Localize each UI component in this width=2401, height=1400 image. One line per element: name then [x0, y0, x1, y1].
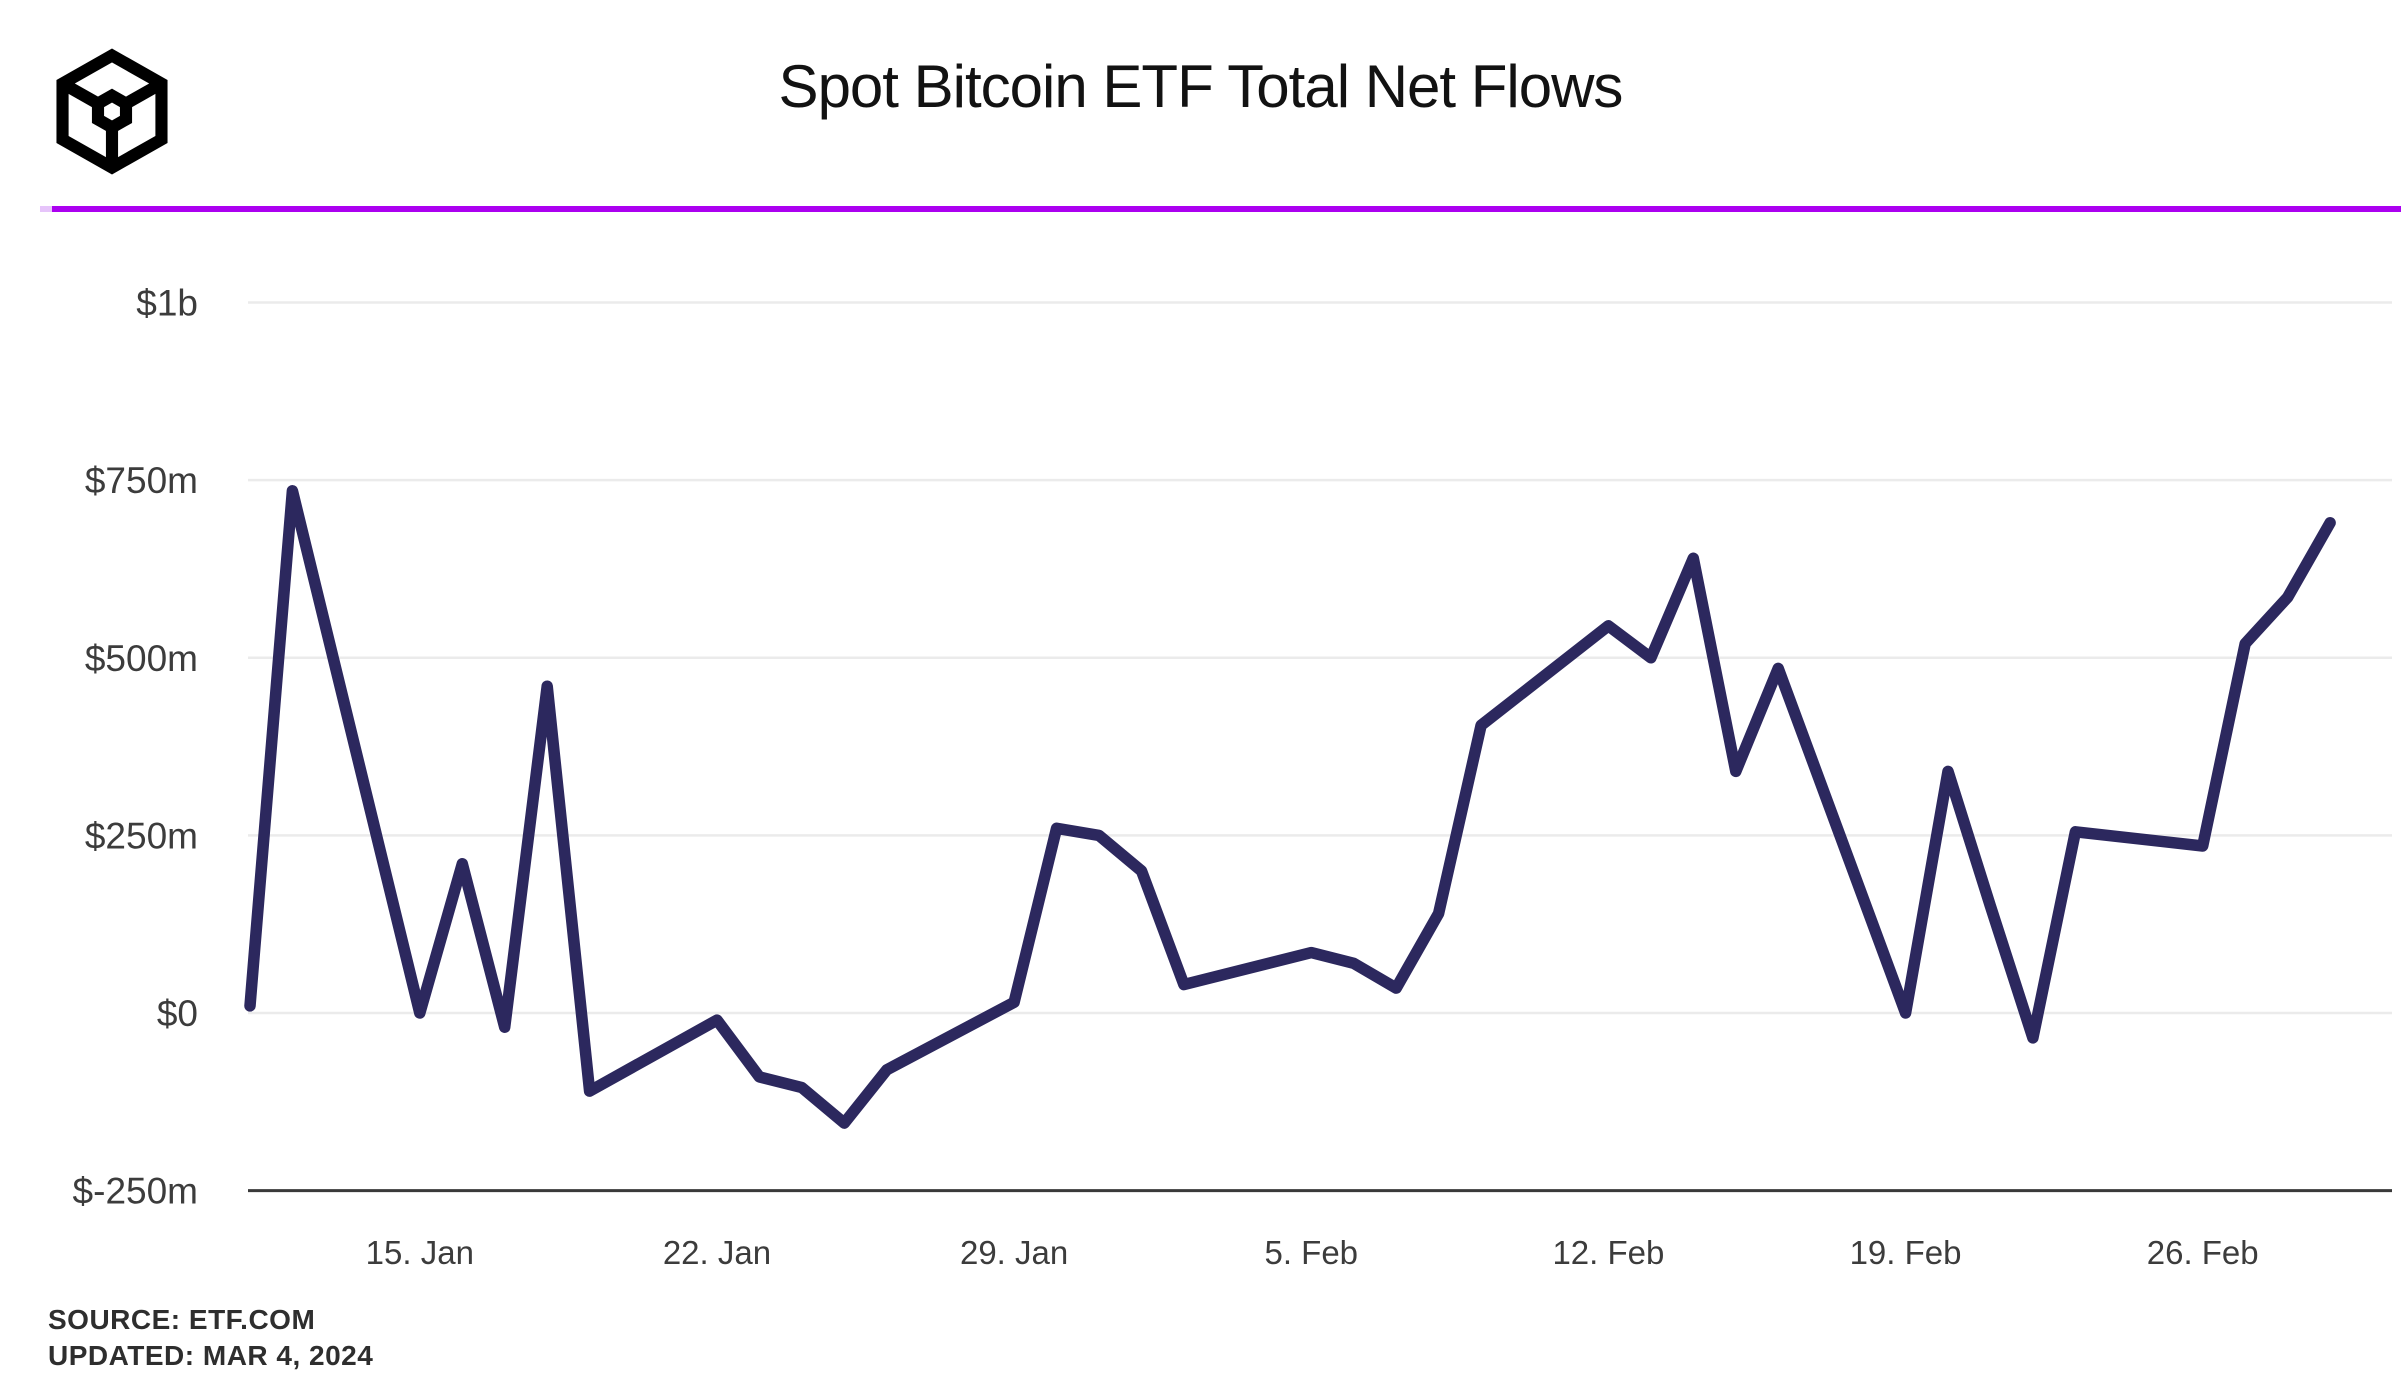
- x-axis-label: 5. Feb: [1264, 1234, 1358, 1271]
- y-axis-label: $250m: [85, 815, 198, 856]
- source-label: SOURCE: ETF.COM: [48, 1304, 316, 1335]
- accent-divider: [52, 206, 2401, 212]
- x-axis-label: 19. Feb: [1850, 1234, 1962, 1271]
- x-axis-label: 29. Jan: [960, 1234, 1068, 1271]
- y-axis-label: $500m: [85, 638, 198, 679]
- y-axis-label: $750m: [85, 460, 198, 501]
- accent-divider-stub: [40, 206, 52, 212]
- y-axis-label: $-250m: [73, 1171, 198, 1212]
- x-axis-label: 26. Feb: [2147, 1234, 2259, 1271]
- x-axis-label: 12. Feb: [1552, 1234, 1664, 1271]
- updated-label: UPDATED: MAR 4, 2024: [48, 1340, 374, 1371]
- x-axis-label: 22. Jan: [663, 1234, 771, 1271]
- y-axis-label: $0: [157, 993, 198, 1034]
- net-flows-line: [244, 485, 2336, 1129]
- page-title: Spot Bitcoin ETF Total Net Flows: [778, 53, 1624, 120]
- y-axis-label: $1b: [136, 283, 198, 324]
- cube-edge-right: [123, 78, 165, 109]
- cube-edge-left: [59, 78, 101, 109]
- x-axis-label: 15. Jan: [366, 1234, 474, 1271]
- the-block-logo: [56, 48, 168, 175]
